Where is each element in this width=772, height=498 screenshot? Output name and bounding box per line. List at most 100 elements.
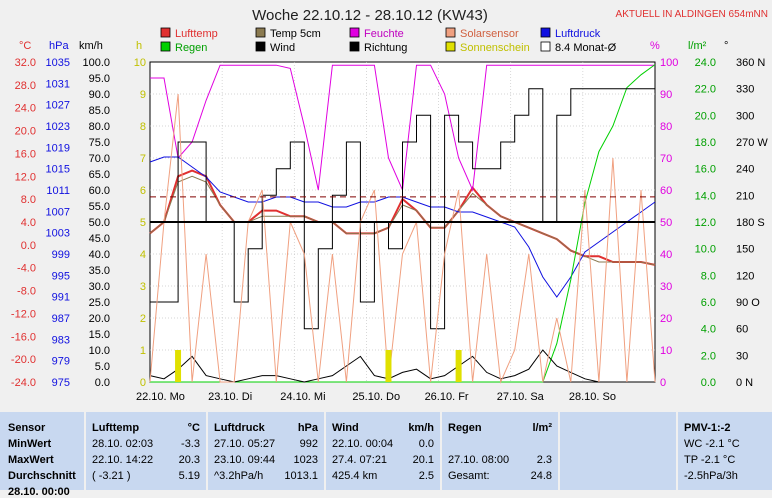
- cell: 23.10. 09:44: [214, 454, 276, 466]
- legend-label: Regen: [175, 42, 207, 54]
- wind-tick: 90.0: [89, 89, 110, 101]
- wind-tick: 100.0: [82, 57, 110, 69]
- unit-pressure: hPa: [49, 40, 69, 52]
- temp-tick: -4.0: [17, 263, 36, 275]
- temp-tick: 12.0: [15, 171, 36, 183]
- direction-tick: 60: [736, 324, 748, 336]
- legend-label: Temp 5cm: [270, 28, 321, 40]
- direction-tick: 120: [736, 270, 754, 282]
- temp-tick: -8.0: [17, 286, 36, 298]
- temp-tick: 4.0: [21, 217, 36, 229]
- wind-tick: 0.0: [95, 377, 110, 389]
- pressure-tick: 975: [52, 377, 70, 389]
- table-header: Luftdruck: [214, 422, 265, 434]
- table-header: Regen: [448, 422, 482, 434]
- cell: 27.10. 05:27: [214, 438, 276, 450]
- direction-tick: 30: [736, 350, 748, 362]
- series-solarsensor: [149, 93, 656, 384]
- table-unit: km/h: [408, 422, 434, 434]
- stats-col-sensor: Sensor MinWert MaxWert Durchschnitt 28.1…: [0, 412, 80, 498]
- cell: 1023: [293, 454, 318, 466]
- wind-tick: 95.0: [89, 73, 110, 85]
- divider: [676, 412, 678, 490]
- cell: 27.4. 07:21: [332, 454, 388, 466]
- rain-tick: 16.0: [695, 164, 716, 176]
- temp-tick: -24.0: [11, 377, 36, 389]
- x-tick-label: 25.10. Do: [352, 391, 400, 403]
- wind-tick: 65.0: [89, 169, 110, 181]
- weather-chart: Woche 22.10.12 - 28.10.12 (KW43) AKTUELL…: [10, 7, 769, 403]
- rain-tick: 14.0: [695, 190, 716, 202]
- divider: [84, 412, 86, 490]
- humidity-tick: 50: [660, 217, 672, 229]
- humidity-tick: 20: [660, 313, 672, 325]
- pressure-tick: 991: [52, 292, 70, 304]
- sun-tick: 9: [140, 89, 146, 101]
- legend-swatch: [160, 41, 171, 52]
- sun-tick: 7: [140, 153, 146, 165]
- wind-tick: 85.0: [89, 105, 110, 117]
- wind-tick: 55.0: [89, 201, 110, 213]
- row-label: MaxWert: [8, 454, 54, 466]
- legend-label: Feuchte: [364, 28, 404, 40]
- temp-tick: -16.0: [11, 331, 36, 343]
- sun-tick: 6: [140, 185, 146, 197]
- sun-tick: 0: [140, 377, 146, 389]
- legend-label: 8.4 Monat-Ø: [555, 42, 617, 54]
- direction-tick: 180 S: [736, 217, 765, 229]
- temp-tick: -20.0: [11, 354, 36, 366]
- wind-tick: 60.0: [89, 185, 110, 197]
- temp-tick: 32.0: [15, 57, 36, 69]
- divider: [206, 412, 208, 490]
- unit-sun: h: [136, 40, 142, 52]
- sun-tick: 2: [140, 313, 146, 325]
- table-header: PMV-1:-2: [684, 422, 731, 434]
- pressure-tick: 987: [52, 313, 70, 325]
- pressure-tick: 1015: [46, 164, 70, 176]
- cell: 24.8: [530, 470, 552, 482]
- rain-tick: 22.0: [695, 84, 716, 96]
- cell: 27.10. 08:00: [448, 454, 510, 466]
- sun-tick: 10: [134, 57, 146, 69]
- direction-tick: 330: [736, 84, 754, 96]
- cell: 425.4 km: [332, 470, 378, 482]
- sun-tick: 3: [140, 281, 146, 293]
- humidity-tick: 0: [660, 377, 666, 389]
- humidity-tick: 80: [660, 121, 672, 133]
- legend-swatch: [255, 27, 266, 38]
- direction-tick: 210: [736, 190, 754, 202]
- legend-label: Solarsensor: [460, 28, 519, 40]
- x-tick-label: 28.10. So: [569, 391, 616, 403]
- rain-tick: 10.0: [695, 244, 716, 256]
- pressure-tick: 1003: [46, 228, 70, 240]
- cell: ( -3.21 ): [92, 470, 131, 482]
- cell: ^3.2hPa/h: [214, 470, 264, 482]
- direction-tick: 300: [736, 110, 754, 122]
- legend-swatch: [445, 41, 456, 52]
- pressure-tick: 1019: [46, 142, 70, 154]
- wind-tick: 50.0: [89, 217, 110, 229]
- row-label: Durchschnitt: [8, 470, 76, 482]
- stats-col-wind: Wind km/h 22.10. 00:04 0.0 27.4. 07:21 2…: [326, 412, 440, 490]
- series-richtung: [150, 88, 655, 330]
- rain-tick: 4.0: [701, 324, 716, 336]
- cell: 22.10. 14:22: [92, 454, 154, 466]
- sunshine-bar: [385, 350, 392, 382]
- pressure-tick: 979: [52, 356, 70, 368]
- legend-swatch: [160, 27, 171, 38]
- unit-wind: km/h: [79, 40, 103, 52]
- wind-tick: 75.0: [89, 137, 110, 149]
- plot-series: [149, 64, 656, 384]
- cell: 5.19: [178, 470, 200, 482]
- current-link[interactable]: AKTUELL IN ALDINGEN 654mNN: [616, 9, 768, 20]
- temp-tick: 16.0: [15, 148, 36, 160]
- wind-tick: 15.0: [89, 329, 110, 341]
- temp-tick: 8.0: [21, 194, 36, 206]
- cell: 0.0: [418, 438, 434, 450]
- wind-tick: 35.0: [89, 265, 110, 277]
- legend-swatch: [540, 27, 551, 38]
- table-unit: hPa: [297, 422, 318, 434]
- humidity-tick: 100: [660, 57, 678, 69]
- wind-tick: 70.0: [89, 153, 110, 165]
- cell: 20.1: [412, 454, 434, 466]
